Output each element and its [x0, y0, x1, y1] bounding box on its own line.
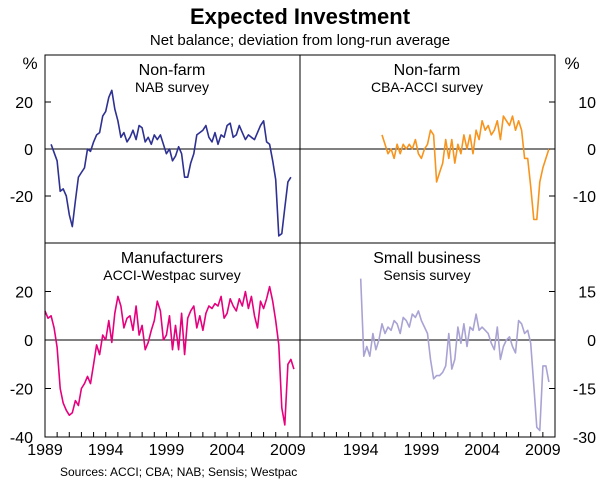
y-right-top-label-1: 0 [587, 142, 596, 159]
x-label-left-2: 1999 [149, 442, 185, 459]
y-right-bottom-label-3: -30 [573, 430, 596, 447]
panel-title-sensis: Small business [373, 250, 481, 267]
y-left-bottom-label-1: 0 [24, 333, 33, 350]
x-label-left-4: 2009 [270, 442, 306, 459]
y-left-bottom-label-2: -20 [10, 382, 33, 399]
y-right-bottom-label-0: 15 [578, 285, 596, 302]
chart-title: Expected Investment [190, 4, 411, 29]
panel-title-cba: Non-farm [394, 62, 461, 79]
y-right-top-label-0: 10 [578, 95, 596, 112]
series-line-bottom-left [44, 285, 295, 426]
y-right-bottom-label-2: -15 [573, 382, 596, 399]
y-left-bottom-label-3: -40 [10, 430, 33, 447]
chart-subtitle: Net balance; deviation from long-run ave… [150, 32, 450, 49]
x-label-left-1: 1994 [88, 442, 124, 459]
tick-labels: 20 0 -20 10 0 -10 20 0 -20 -40 15 0 -15 -30 1989 1994 19… [10, 95, 596, 459]
unit-label-left: % [22, 54, 37, 73]
y-left-top-label-1: 0 [24, 142, 33, 159]
series-line-top-left [50, 89, 292, 237]
x-label-right-2: 1999 [404, 442, 440, 459]
x-label-right-3: 2004 [464, 442, 500, 459]
x-label-left-3: 2004 [209, 442, 245, 459]
panel-subtitle-cba: CBA-ACCI survey [371, 79, 483, 95]
panel-subtitle-nab: NAB survey [135, 79, 209, 95]
unit-label-right: % [564, 54, 579, 73]
y-right-top-label-2: -10 [573, 189, 596, 206]
plot-frame [44, 54, 556, 438]
source-note: Sources: ACCI; CBA; NAB; Sensis; Westpac [60, 465, 297, 479]
panel-title-acci: Manufacturers [121, 250, 223, 267]
x-label-right-1: 1994 [343, 442, 379, 459]
panel-subtitle-sensis: Sensis survey [383, 267, 470, 283]
x-label-left-0: 1989 [27, 442, 63, 459]
y-left-top-label-2: -20 [10, 189, 33, 206]
series-line-bottom-right [359, 278, 550, 432]
series-line-top-right [381, 115, 550, 221]
series-layer [44, 89, 550, 432]
y-left-top-label-0: 20 [15, 95, 33, 112]
x-label-right-4: 2009 [525, 442, 561, 459]
panel-subtitle-acci: ACCI-Westpac survey [103, 267, 240, 283]
panel-title-nab: Non-farm [139, 62, 206, 79]
y-right-bottom-label-1: 0 [587, 333, 596, 350]
y-left-bottom-label-0: 20 [15, 285, 33, 302]
